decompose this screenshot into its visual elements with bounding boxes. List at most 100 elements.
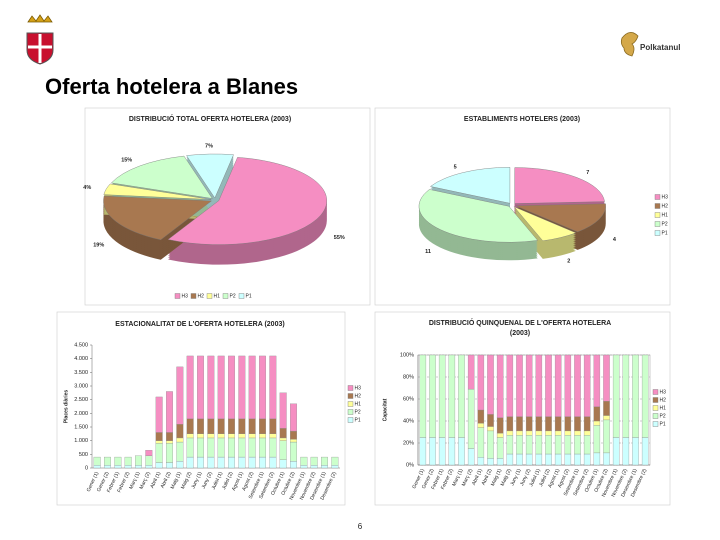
bar-segment xyxy=(506,430,514,436)
bar-segment xyxy=(207,437,215,458)
y-tick-label: 0 xyxy=(85,465,88,471)
bar-segment xyxy=(217,418,225,434)
legend-label: H3 xyxy=(355,385,362,391)
bar-segment xyxy=(632,437,639,466)
bar-segment xyxy=(259,433,266,439)
y-tick-label: 2.500 xyxy=(74,397,88,403)
left-logo xyxy=(26,14,54,65)
bar-segment xyxy=(186,456,194,469)
bar-segment xyxy=(477,427,485,458)
legend-swatch xyxy=(347,393,354,399)
bar-segment xyxy=(290,430,297,440)
bar-segment xyxy=(603,401,610,416)
data-label: 7% xyxy=(205,144,213,150)
legend-swatch xyxy=(238,293,245,299)
legend-label: H1 xyxy=(355,401,362,407)
bar-segment xyxy=(228,418,235,434)
bar-segment xyxy=(516,416,523,432)
bar-segment xyxy=(93,465,101,469)
data-label: 4 xyxy=(613,237,617,243)
bar-segment xyxy=(583,354,591,417)
bar-segment xyxy=(458,354,465,438)
data-label: 4% xyxy=(83,185,91,191)
bar-segment xyxy=(525,416,533,432)
bar-segment xyxy=(641,437,649,466)
bar-segment xyxy=(197,355,204,419)
bar-segment xyxy=(197,437,204,458)
legend-swatch xyxy=(652,413,659,419)
bar-segment xyxy=(583,453,591,466)
bar-segment xyxy=(419,354,427,438)
bar-segment xyxy=(554,354,562,417)
bar-segment xyxy=(217,433,225,439)
bar-segment xyxy=(593,452,601,466)
slice xyxy=(110,155,213,199)
bar-segment xyxy=(155,462,163,469)
bar-segment xyxy=(535,453,543,466)
bar-segment xyxy=(166,432,173,441)
data-label: 11 xyxy=(425,249,431,255)
bar-segment xyxy=(593,406,601,422)
bar-segment xyxy=(197,418,204,434)
legend-label: H3 xyxy=(662,194,669,200)
legend-swatch xyxy=(652,389,659,395)
chart-title: DISTRIBUCIÓ QUINQUENAL DE L'OFERTA HOTEL… xyxy=(429,318,611,327)
bar-segment xyxy=(228,355,235,419)
bar-segment xyxy=(124,456,132,466)
bar-segment xyxy=(228,433,235,439)
bar-segment xyxy=(186,418,194,434)
bar-segment xyxy=(207,418,215,434)
bar-segment xyxy=(321,465,328,469)
y-tick-label: 1.500 xyxy=(74,424,88,430)
slice xyxy=(103,195,213,240)
chart-title: DISTRIBUCIÓ TOTAL OFERTA HOTELERA (2003) xyxy=(129,114,291,123)
y-tick-label: 4.500 xyxy=(74,342,88,348)
legend-swatch xyxy=(190,293,197,299)
bar-segment xyxy=(438,437,446,466)
bar-segment xyxy=(290,461,297,469)
bar-segment xyxy=(467,354,475,390)
bar-segment xyxy=(506,416,514,432)
bar-segment xyxy=(467,448,475,466)
bar-segment xyxy=(248,437,256,458)
plot-area xyxy=(417,354,651,466)
bar-segment xyxy=(248,433,256,439)
bar-segment xyxy=(207,456,215,469)
bar-segment xyxy=(467,388,475,449)
bar-segment xyxy=(438,354,446,438)
legend-label: P1 xyxy=(660,421,666,427)
slice xyxy=(429,167,511,204)
data-label: 5 xyxy=(454,164,457,170)
bar-segment xyxy=(155,443,163,463)
bar-segment xyxy=(290,403,297,432)
bar-segment xyxy=(124,465,132,469)
bar-segment xyxy=(564,453,572,466)
legend-swatch xyxy=(652,421,659,427)
slice xyxy=(513,206,577,242)
bar-segment xyxy=(176,366,184,425)
bar-segment xyxy=(176,424,184,439)
bar-segment xyxy=(238,418,246,434)
bar-segment xyxy=(535,430,543,436)
legend-label: H1 xyxy=(662,212,669,218)
bar-segment xyxy=(228,456,235,469)
bar-segment xyxy=(554,435,562,455)
bar-segment xyxy=(238,456,246,469)
slice xyxy=(515,203,606,233)
bar-segment xyxy=(217,437,225,458)
legend-swatch xyxy=(652,397,659,403)
legend-label: H2 xyxy=(198,293,205,299)
bar-segment xyxy=(248,355,256,419)
bar-segment xyxy=(279,392,287,429)
bar-segment xyxy=(290,439,297,443)
bar-segment xyxy=(300,456,308,466)
legend-label: H3 xyxy=(182,293,189,299)
legend-label: P2 xyxy=(660,413,666,419)
bar-segment xyxy=(269,433,277,439)
legend-label: H2 xyxy=(355,393,362,399)
bar-segment xyxy=(487,426,494,432)
y-tick-label: 500 xyxy=(79,452,88,458)
bar-segment xyxy=(516,453,523,466)
legend-swatch xyxy=(174,293,181,299)
